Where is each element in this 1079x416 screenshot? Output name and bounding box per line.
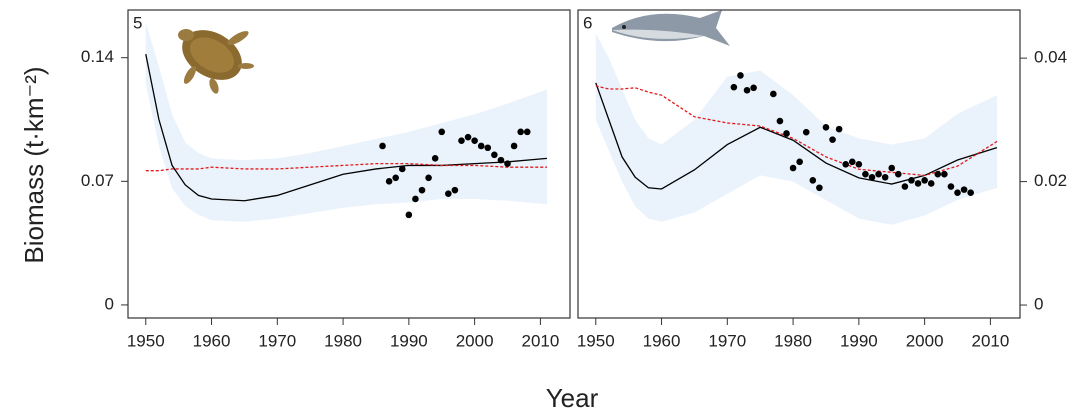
plot-frame (127, 9, 571, 319)
x-tick-label: 1970 (708, 331, 746, 350)
data-point (477, 142, 485, 150)
data-point (398, 165, 406, 173)
data-point (842, 161, 849, 168)
confidence-band (145, 22, 547, 222)
data-point (908, 177, 915, 184)
data-point (517, 128, 524, 136)
data-point (418, 186, 426, 194)
data-point (484, 144, 492, 152)
data-point (445, 190, 452, 197)
x-tick-label: 1990 (390, 331, 428, 350)
y-tick-label: 0.14 (81, 47, 114, 66)
x-tick-label: 1960 (643, 331, 681, 350)
data-point (750, 84, 757, 92)
data-point (862, 170, 869, 178)
data-point (868, 173, 876, 181)
y-tick-label: 0 (105, 294, 114, 313)
data-point (385, 178, 393, 185)
data-point (947, 183, 955, 190)
x-tick-label: 1950 (577, 331, 615, 350)
data-point (458, 137, 465, 144)
data-point (921, 177, 928, 184)
data-point (523, 128, 531, 136)
data-point (809, 177, 817, 184)
data-point (822, 123, 830, 131)
data-point (789, 164, 797, 172)
data-point (960, 186, 968, 193)
data-point (379, 142, 386, 150)
data-point (783, 130, 790, 137)
data-point (895, 170, 902, 178)
data-point (730, 83, 738, 91)
data-point (796, 158, 803, 166)
data-point (954, 189, 961, 197)
data-point (829, 136, 836, 143)
data-point (914, 180, 922, 187)
data-point (888, 164, 896, 172)
data-point (927, 180, 935, 187)
x-tick-label: 2010 (521, 331, 559, 350)
data-point (497, 156, 505, 164)
line-series (595, 85, 998, 177)
x-tick-label: 2010 (971, 331, 1009, 350)
data-point (776, 117, 784, 125)
data-point (967, 189, 974, 197)
x-axis-label: Year (546, 383, 599, 413)
data-point (471, 137, 478, 144)
data-point (802, 128, 810, 136)
data-point (392, 174, 399, 182)
data-point (510, 142, 518, 150)
data-point (504, 160, 511, 167)
turtle-icon (178, 29, 254, 94)
data-point (425, 174, 432, 182)
data-point (934, 170, 942, 178)
data-point (737, 72, 744, 79)
data-point (901, 183, 909, 190)
y-tick-label: 0 (1034, 295, 1043, 314)
x-tick-label: 1960 (193, 331, 231, 350)
plot-frame (577, 9, 1021, 319)
data-point (816, 184, 823, 192)
tuna-icon (612, 10, 730, 46)
data-point (848, 158, 856, 166)
x-tick-label: 1970 (258, 331, 296, 350)
x-tick-label: 1950 (127, 331, 165, 350)
data-point (855, 161, 863, 168)
x-tick-label: 1980 (774, 331, 812, 350)
data-point (881, 173, 889, 181)
confidence-band (595, 33, 997, 225)
data-point (941, 170, 948, 178)
data-point (405, 211, 413, 219)
data-point (438, 128, 446, 136)
y-tick-label: 0.04 (1034, 48, 1067, 67)
y-tick-label: 0.07 (81, 171, 114, 190)
y-axis-label: Biomass (t·km⁻²) (19, 66, 49, 263)
data-point (491, 151, 498, 159)
x-tick-label: 2000 (456, 331, 494, 350)
data-point (770, 90, 777, 98)
data-point (464, 133, 472, 141)
data-point (743, 86, 751, 94)
y-tick-label: 0.02 (1034, 171, 1067, 190)
line-series (145, 162, 547, 172)
x-tick-label: 1980 (324, 331, 362, 350)
line-series (595, 82, 998, 190)
data-point (875, 170, 882, 178)
panel-label: 6 (583, 13, 592, 32)
x-tick-label: 1990 (840, 331, 878, 350)
x-tick-label: 2000 (906, 331, 944, 350)
line-series (145, 54, 548, 202)
data-point (835, 125, 843, 133)
data-point (451, 186, 459, 194)
data-point (431, 155, 439, 162)
panel-label: 5 (133, 13, 142, 32)
data-point (412, 195, 419, 203)
